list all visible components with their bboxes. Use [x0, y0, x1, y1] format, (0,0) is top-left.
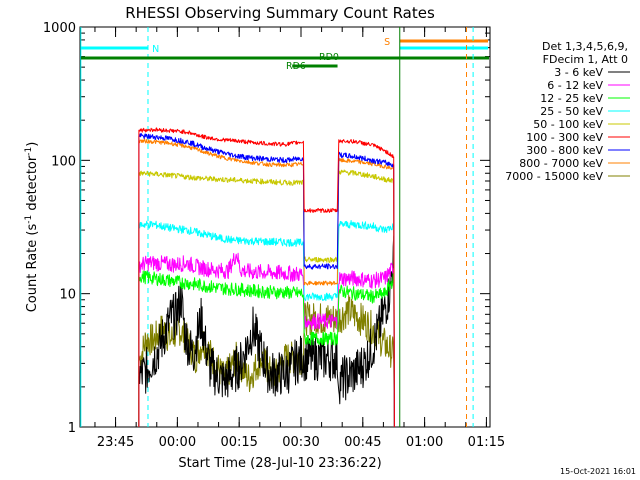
footer-timestamp: 15-Oct-2021 16:01 — [560, 467, 636, 476]
x-tick-label: 01:00 — [406, 435, 443, 450]
y-tick-label: 10 — [59, 288, 76, 303]
legend-entry-label: 50 - 100 keV — [533, 118, 603, 131]
legend-header: FDecim 1, Att 0 — [543, 53, 628, 66]
x-tick-label: 01:15 — [468, 435, 505, 450]
chart-title: RHESSI Observing Summary Count Rates — [125, 4, 435, 22]
series-line — [138, 294, 395, 428]
series-line — [138, 138, 395, 428]
y-tick-label: 1 — [68, 421, 76, 436]
x-axis-label: Start Time (28-Jul-10 23:36:22) — [178, 456, 381, 471]
legend-entry-label: 100 - 300 keV — [526, 131, 603, 144]
plot-frame — [79, 26, 491, 428]
x-tick-label: 00:30 — [282, 435, 319, 450]
rd0-label: RD0 — [319, 52, 339, 63]
legend-entry-label: 300 - 800 keV — [526, 144, 603, 157]
legend-entry-label: 25 - 50 keV — [540, 105, 603, 118]
legend-header: Det 1,3,4,5,6,9, — [542, 40, 628, 53]
series-line — [138, 235, 395, 428]
ancillary-bars: N RD0 RD6 S — [80, 27, 489, 427]
legend-entry-label: 7000 - 15000 keV — [505, 170, 603, 183]
series-line — [138, 252, 395, 428]
series-layer — [138, 127, 395, 428]
x-tick-label: 00:00 — [159, 435, 196, 450]
series-line — [138, 169, 395, 428]
legend-entry-label: 800 - 7000 keV — [519, 157, 603, 170]
y-tick-label: 100 — [51, 154, 76, 169]
x-axis: 23:45 00:00 00:15 00:30 00:45 01:00 01:15 — [94, 27, 505, 450]
x-tick-label: 00:15 — [220, 435, 257, 450]
x-tick-label: 00:45 — [344, 435, 381, 450]
legend-entry-label: 3 - 6 keV — [554, 66, 603, 79]
saa-label: S — [384, 37, 390, 48]
series-line — [138, 127, 395, 428]
series-line — [138, 133, 395, 428]
y-tick-label: 1000 — [43, 21, 76, 36]
legend-entry-label: 6 - 12 keV — [547, 79, 603, 92]
series-line — [138, 270, 395, 428]
legend: Det 1,3,4,5,6,9,FDecim 1, Att 03 - 6 keV… — [505, 40, 630, 183]
rd6-label: RD6 — [286, 61, 306, 72]
x-tick-label: 23:45 — [97, 435, 134, 450]
night-label: N — [152, 44, 159, 55]
legend-entry-label: 12 - 25 keV — [540, 92, 603, 105]
y-axis: 1 10 100 1000 — [43, 21, 490, 436]
y-axis-label: Count Rate (s-1 detector-1) — [24, 142, 40, 313]
series-line — [138, 220, 395, 428]
